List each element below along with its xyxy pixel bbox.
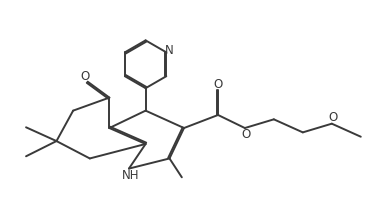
Text: NH: NH xyxy=(122,169,139,182)
Text: O: O xyxy=(80,70,89,83)
Text: O: O xyxy=(242,128,251,141)
Text: O: O xyxy=(214,78,223,91)
Text: N: N xyxy=(165,44,174,57)
Text: O: O xyxy=(329,111,338,124)
